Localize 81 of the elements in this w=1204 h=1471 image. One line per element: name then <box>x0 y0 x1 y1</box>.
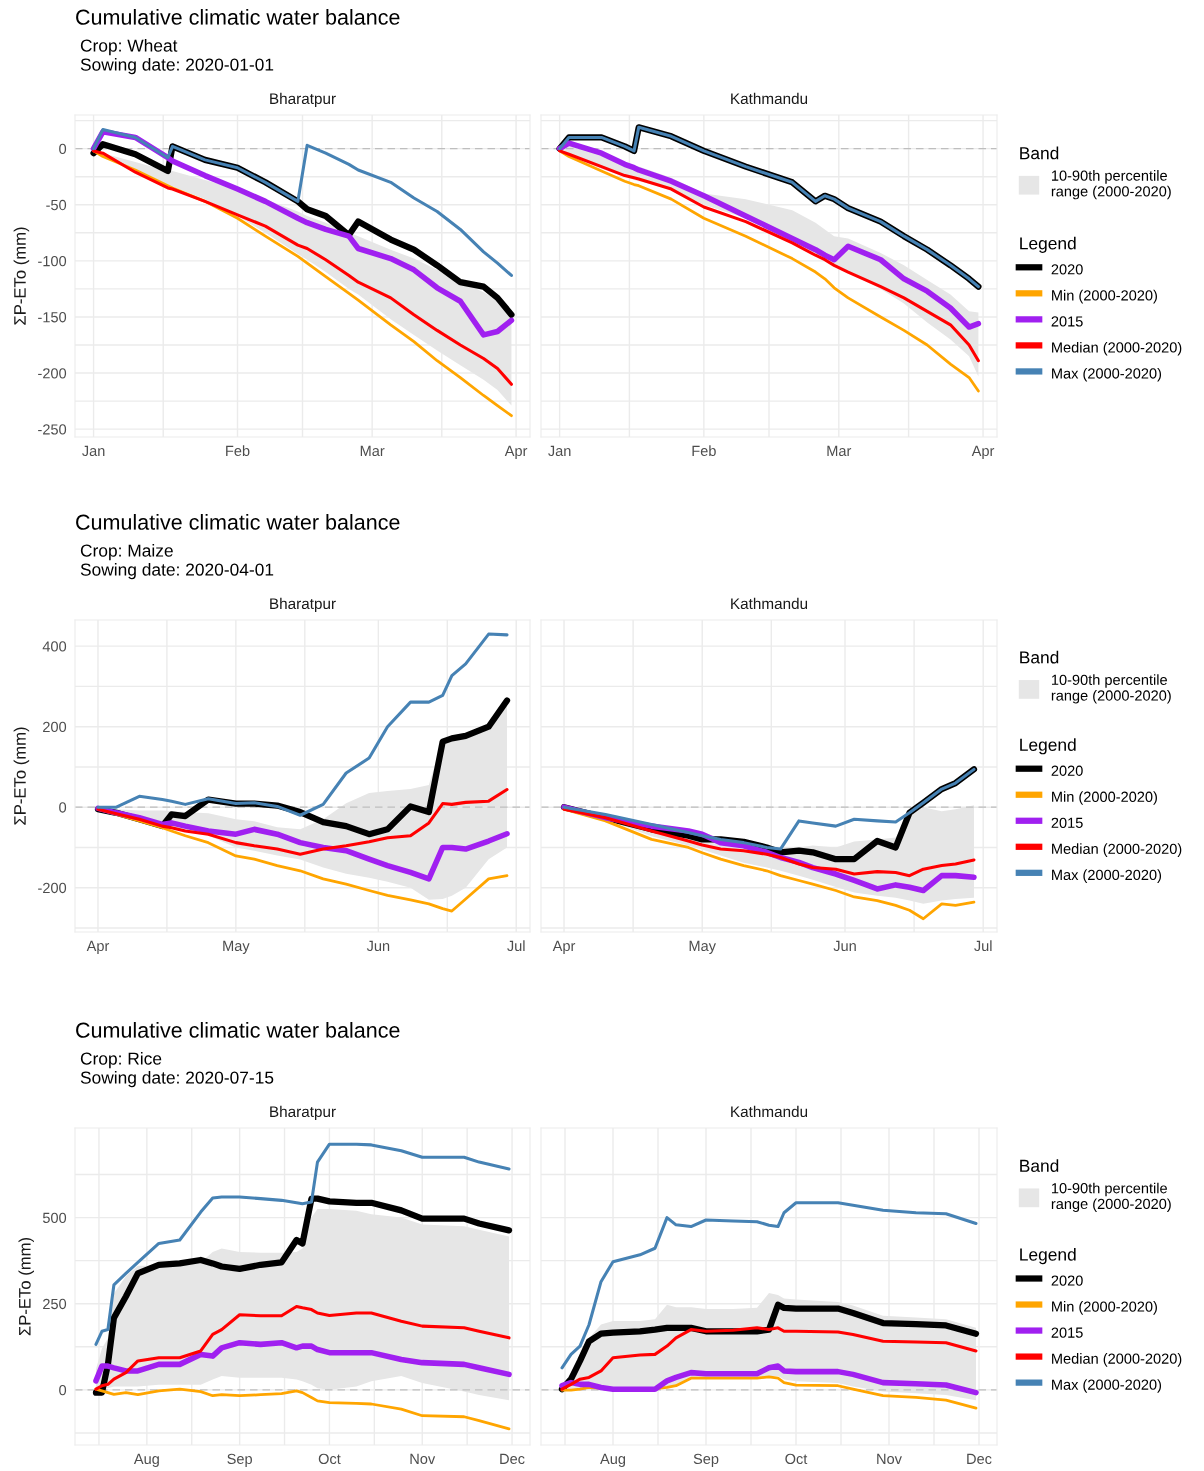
legend-label: Max (2000-2020) <box>1052 367 1162 382</box>
text: Sowing date: 2020-01-01 <box>80 58 274 75</box>
legend-label: Median (2000-2020) <box>1052 341 1182 356</box>
x-tick-label: Apr <box>504 445 528 459</box>
text: Legend <box>1020 738 1076 755</box>
y-axis-title: ΣP-ETo (mm) <box>13 727 30 825</box>
text: Legend <box>1020 236 1076 253</box>
x-tick-label: Oct <box>318 1453 341 1465</box>
chart-title: Kathmandu <box>731 92 808 105</box>
text: Sowing date: 2020-04-01 <box>80 563 274 580</box>
y-tick-label: 0 <box>59 1384 67 1396</box>
chart-title: Bharatpur <box>270 1105 336 1121</box>
legend-label: 2015 <box>1051 316 1083 327</box>
y-tick-label: 0 <box>59 802 67 813</box>
text: Band <box>1020 1159 1059 1172</box>
x-tick-label: Dec <box>967 1453 992 1465</box>
legend-label: Min (2000-2020) <box>1052 1301 1157 1315</box>
text: 10-90th percentile range (2000-2020) <box>1051 170 1171 200</box>
text: Crop: Rice <box>80 1052 162 1069</box>
text: 10-90th percentile range (2000-2020) <box>1051 1182 1171 1212</box>
y-tick-label: 200 <box>43 721 67 733</box>
legend-label: 2020 <box>1051 1275 1083 1286</box>
y-tick-label: -250 <box>38 424 67 435</box>
x-tick-label: Feb <box>226 445 250 457</box>
legend-label: 2020 <box>1051 264 1083 275</box>
chart-title: Bharatpur <box>270 92 336 108</box>
y-tick-label: -150 <box>38 312 67 323</box>
x-tick-label: Jul <box>974 940 992 952</box>
x-tick-label: Feb <box>692 445 716 457</box>
chart-title: Kathmandu <box>731 597 808 610</box>
x-tick-label: Apr <box>971 445 995 459</box>
x-tick-label: Apr <box>86 940 110 954</box>
x-tick-label: Sep <box>227 1453 252 1467</box>
text: Cumulative climatic water balance <box>76 514 400 530</box>
chart-title: Kathmandu <box>731 1105 808 1118</box>
y-axis-title: ΣP-ETo (mm) <box>13 227 30 325</box>
x-tick-label: May <box>689 940 716 954</box>
x-tick-label: Nov <box>410 1453 436 1465</box>
legend-label: Median (2000-2020) <box>1052 1353 1182 1367</box>
text: Crop: Maize <box>80 544 173 561</box>
x-tick-label: May <box>223 940 250 954</box>
x-tick-label: Mar <box>827 445 852 457</box>
legend-label: Max (2000-2020) <box>1052 869 1162 883</box>
x-tick-label: Nov <box>877 1453 902 1465</box>
legend-label: 2015 <box>1051 1327 1083 1338</box>
y-tick-label: -50 <box>46 199 67 211</box>
legend-label: 2020 <box>1051 765 1083 776</box>
x-tick-label: Jan <box>82 445 105 457</box>
x-tick-label: Aug <box>600 1453 626 1467</box>
legend-label: Min (2000-2020) <box>1052 289 1157 304</box>
text: Band <box>1020 650 1059 664</box>
x-tick-label: Jun <box>366 940 390 952</box>
x-tick-label: Jun <box>833 940 856 952</box>
x-tick-label: Sep <box>693 1453 719 1467</box>
x-tick-label: Aug <box>133 1453 159 1467</box>
legend-label: Max (2000-2020) <box>1052 1379 1162 1393</box>
legend-label: 2015 <box>1051 817 1083 828</box>
legend-label: Median (2000-2020) <box>1052 843 1182 857</box>
y-tick-label: -200 <box>38 882 67 894</box>
text: 10-90th percentile range (2000-2020) <box>1051 674 1171 704</box>
text: Cumulative climatic water balance <box>76 1022 400 1038</box>
y-tick-label: 250 <box>43 1298 67 1310</box>
x-tick-label: Apr <box>552 940 576 954</box>
y-tick-label: -100 <box>38 255 67 267</box>
y-tick-label: 400 <box>42 641 67 652</box>
x-tick-label: Oct <box>785 1453 808 1465</box>
x-tick-label: Mar <box>360 445 385 457</box>
legend-label: Min (2000-2020) <box>1052 791 1157 805</box>
x-tick-label: Dec <box>500 1453 525 1465</box>
y-tick-label: 500 <box>42 1212 67 1224</box>
text: Sowing date: 2020-07-15 <box>80 1071 274 1088</box>
y-axis-title: ΣP-ETo (mm) <box>18 1237 34 1336</box>
x-tick-label: Jan <box>548 445 571 457</box>
text: Crop: Wheat <box>80 39 178 56</box>
text: Legend <box>1020 1247 1076 1265</box>
text: Cumulative climatic water balance <box>76 9 400 25</box>
y-tick-label: 0 <box>59 143 67 155</box>
y-tick-label: -200 <box>38 368 67 379</box>
text: Band <box>1020 146 1059 160</box>
chart-title: Bharatpur <box>270 597 336 613</box>
x-tick-label: Jul <box>507 940 525 952</box>
